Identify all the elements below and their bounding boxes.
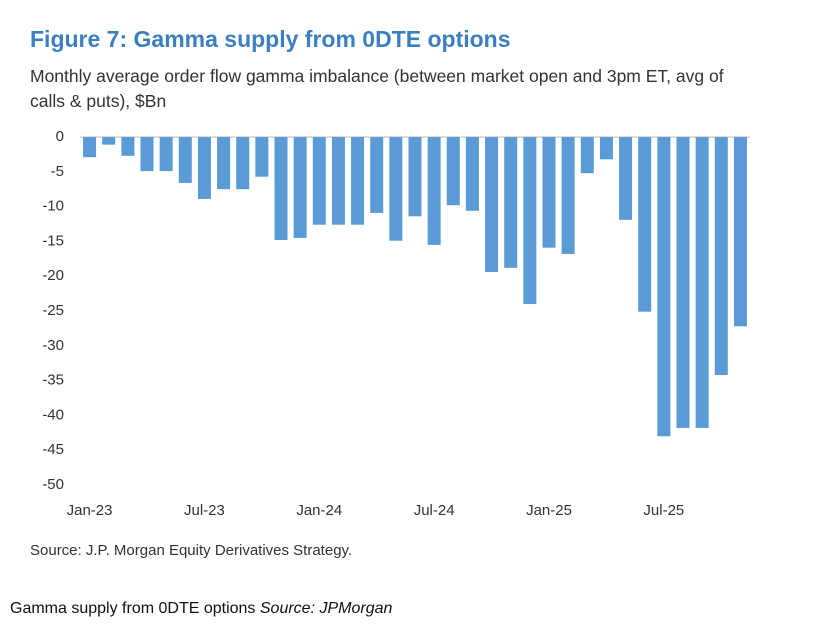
x-tick-label: Jan-25: [526, 502, 572, 519]
y-tick-label: -20: [42, 267, 64, 284]
bar: [714, 137, 728, 376]
bar: [561, 137, 575, 254]
bar: [619, 137, 633, 220]
source-note: Source: J.P. Morgan Equity Derivatives S…: [30, 542, 353, 559]
bar: [83, 137, 97, 158]
x-tick-label: Jul-23: [184, 502, 225, 519]
caption-text: Gamma supply from 0DTE options: [10, 600, 256, 617]
y-tick-label: -40: [42, 406, 64, 423]
bar: [638, 137, 652, 312]
bar: [580, 137, 594, 174]
y-tick-label: -15: [42, 232, 64, 249]
bar: [408, 137, 422, 217]
bar: [542, 137, 556, 248]
chart-subtitle: Monthly average order flow gamma imbalan…: [30, 66, 724, 111]
y-tick-label: -35: [42, 372, 64, 389]
bar: [599, 137, 613, 160]
bar: [274, 137, 288, 241]
bar: [102, 137, 116, 145]
bar: [140, 137, 154, 172]
bar: [293, 137, 307, 238]
caption: Gamma supply from 0DTE options Source: J…: [10, 600, 392, 618]
bar: [389, 137, 403, 241]
x-tick-label: Jul-24: [414, 502, 455, 519]
bar: [236, 137, 250, 190]
bar: [197, 137, 211, 199]
bar: [178, 137, 192, 183]
bar: [255, 137, 269, 177]
y-tick-label: -30: [42, 337, 64, 354]
bar: [733, 137, 747, 327]
bar: [312, 137, 326, 225]
y-tick-label: -45: [42, 441, 64, 458]
bar: [657, 137, 671, 437]
chart-title: Figure 7: Gamma supply from 0DTE options: [30, 26, 511, 52]
y-tick-label: 0: [56, 128, 64, 145]
x-tick-label: Jan-24: [296, 502, 342, 519]
bar: [351, 137, 365, 225]
caption-source: Source: JPMorgan: [259, 600, 393, 617]
bar: [504, 137, 518, 268]
x-tick-label: Jul-25: [643, 502, 684, 519]
bar: [217, 137, 231, 190]
bar: [427, 137, 441, 245]
bar: [695, 137, 709, 428]
bar: [331, 137, 345, 225]
bar: [485, 137, 499, 273]
bar: [523, 137, 537, 305]
bar: [121, 137, 135, 156]
y-tick-label: -50: [42, 476, 64, 493]
bar: [446, 137, 460, 206]
bar: [370, 137, 384, 213]
bar: [676, 137, 690, 428]
x-tick-label: Jan-23: [67, 502, 113, 519]
y-tick-label: -25: [42, 302, 64, 319]
y-tick-label: -5: [51, 163, 64, 180]
bar: [465, 137, 479, 211]
y-tick-label: -10: [42, 198, 64, 215]
bar: [159, 137, 173, 172]
